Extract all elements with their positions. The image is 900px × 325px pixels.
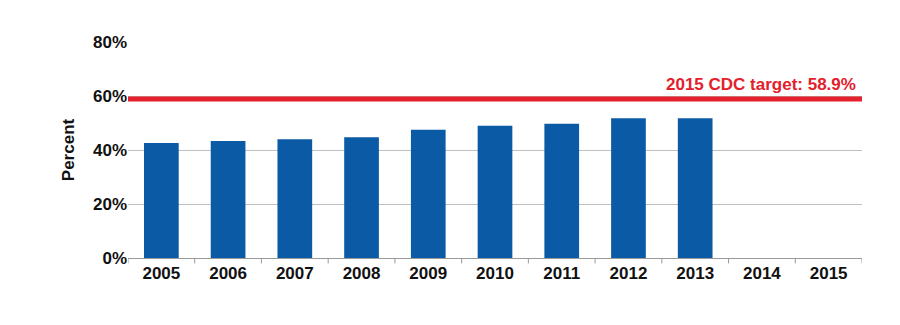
svg-text:40%: 40% [93,141,127,160]
svg-text:2012: 2012 [610,264,648,283]
svg-text:2008: 2008 [343,264,381,283]
svg-text:Percent: Percent [59,118,78,181]
svg-text:2015: 2015 [810,264,848,283]
svg-text:0%: 0% [102,249,127,268]
svg-text:2013: 2013 [676,264,714,283]
svg-text:2006: 2006 [209,264,247,283]
svg-text:2014: 2014 [743,264,781,283]
svg-text:60%: 60% [93,87,127,106]
svg-text:2010: 2010 [476,264,514,283]
svg-text:2005: 2005 [142,264,180,283]
svg-text:2009: 2009 [409,264,447,283]
svg-text:2015 CDC target: 58.9%: 2015 CDC target: 58.9% [666,75,856,94]
svg-text:20%: 20% [93,195,127,214]
svg-text:2007: 2007 [276,264,314,283]
svg-text:2011: 2011 [543,264,580,283]
svg-text:80%: 80% [93,33,127,52]
